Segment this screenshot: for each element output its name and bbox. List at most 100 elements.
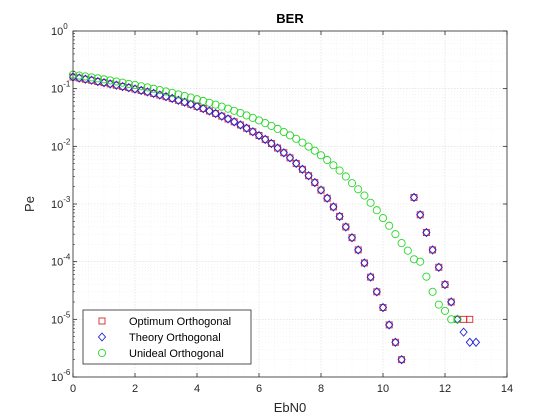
- data-point: [211, 100, 220, 109]
- data-point: [248, 127, 257, 137]
- data-point: [366, 198, 375, 207]
- data-point: [385, 221, 394, 230]
- data-point: [316, 185, 326, 195]
- x-tick-label: 2: [132, 383, 138, 395]
- x-axis-label: EbN0: [274, 400, 307, 415]
- data-point: [397, 354, 406, 365]
- data-point: [279, 127, 288, 137]
- data-point: [273, 124, 282, 133]
- data-point: [403, 246, 412, 255]
- data-point: [378, 302, 388, 313]
- data-point: [310, 146, 319, 155]
- y-axis-ticks: 10-6 10-5 10-4 10-3 10-2 10-1 100: [51, 22, 507, 384]
- data-point: [155, 86, 164, 95]
- data-point: [453, 315, 462, 324]
- x-tick-label: 6: [256, 383, 262, 395]
- x-axis-ticks: 0 2 4 6 8 10 12 14: [70, 31, 513, 395]
- data-point: [285, 131, 295, 140]
- data-point: [416, 210, 425, 220]
- y-tick-label: 10-1: [51, 80, 71, 96]
- data-point: [254, 130, 264, 141]
- y-tick-label: 10-5: [51, 310, 71, 326]
- data-point: [112, 77, 121, 86]
- data-point: [186, 99, 195, 109]
- data-point: [409, 192, 419, 203]
- data-point: [205, 98, 214, 107]
- data-point: [87, 73, 96, 82]
- data-point: [106, 76, 115, 85]
- data-point: [298, 138, 307, 147]
- series-circle: [68, 70, 462, 324]
- legend-box: [82, 309, 252, 365]
- data-point: [205, 106, 214, 116]
- data-point: [434, 262, 443, 272]
- data-point: [466, 315, 474, 323]
- data-point: [459, 327, 468, 337]
- data-point: [366, 272, 375, 282]
- x-tick-label: 10: [377, 383, 389, 395]
- data-point: [304, 142, 313, 151]
- data-point: [465, 337, 474, 347]
- data-point: [143, 83, 152, 92]
- data-point: [323, 155, 332, 165]
- data-point: [75, 71, 84, 80]
- data-point: [422, 227, 431, 238]
- data-point: [341, 172, 350, 181]
- data-point: [267, 138, 276, 149]
- data-point: [242, 123, 251, 133]
- data-point: [298, 164, 307, 174]
- data-point: [118, 78, 127, 87]
- data-point: [347, 233, 357, 243]
- data-point: [236, 120, 245, 130]
- data-point: [180, 97, 189, 107]
- data-point: [416, 257, 425, 266]
- data-point: [391, 337, 400, 347]
- series-layer: [68, 70, 481, 365]
- data-point: [217, 111, 226, 121]
- data-point: [347, 179, 357, 188]
- y-tick-label: 10-4: [51, 253, 71, 269]
- y-axis-label: Pe: [22, 196, 37, 212]
- legend-marker: [97, 348, 107, 358]
- x-tick-label: 12: [439, 383, 451, 395]
- data-point: [323, 193, 332, 203]
- x-tick-label: 14: [501, 383, 513, 395]
- x-tick-label: 4: [194, 383, 200, 395]
- data-point: [292, 134, 301, 143]
- data-point: [316, 151, 326, 160]
- data-point: [223, 114, 233, 124]
- data-point: [385, 320, 394, 330]
- data-point: [354, 185, 363, 194]
- data-point: [428, 245, 437, 255]
- x-tick-label: 8: [318, 383, 324, 395]
- data-point: [273, 143, 282, 153]
- data-point: [447, 315, 456, 324]
- data-point: [199, 103, 208, 114]
- data-point: [397, 239, 406, 248]
- chart-title: BER: [276, 11, 304, 26]
- data-point: [230, 117, 239, 127]
- data-point: [155, 90, 164, 100]
- data-point: [310, 177, 319, 188]
- data-point: [428, 287, 437, 296]
- data-point: [378, 214, 388, 223]
- data-point: [279, 148, 288, 158]
- data-point: [341, 222, 350, 232]
- data-point: [137, 82, 146, 91]
- data-point: [335, 166, 344, 175]
- data-point: [372, 287, 381, 297]
- data-point: [124, 79, 133, 88]
- legend-entry: Unideal Orthogonal: [129, 348, 224, 360]
- data-point: [168, 88, 177, 97]
- data-point: [99, 75, 109, 84]
- data-point: [360, 191, 369, 200]
- y-tick-label: 100: [51, 22, 68, 38]
- data-point: [447, 297, 456, 307]
- y-tick-label: 10-2: [51, 137, 71, 153]
- data-point: [304, 171, 313, 181]
- data-point: [434, 300, 443, 309]
- data-point: [174, 90, 183, 99]
- data-point: [192, 95, 202, 104]
- data-point: [261, 134, 270, 145]
- data-point: [471, 337, 481, 347]
